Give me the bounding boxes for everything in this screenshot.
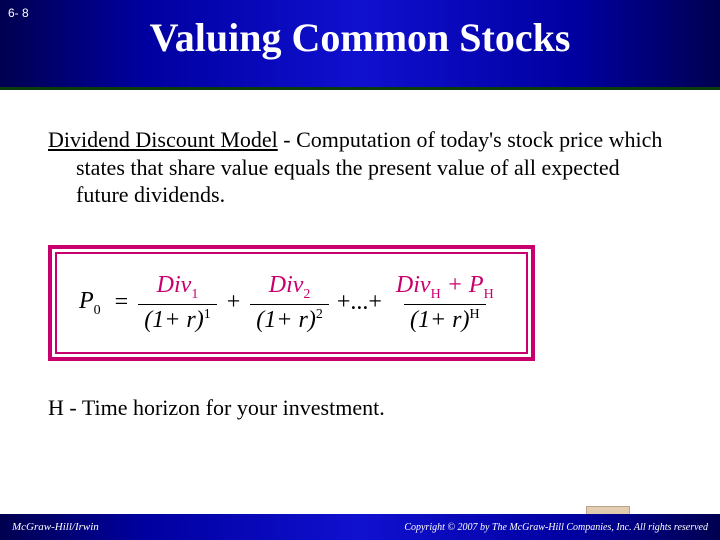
- lhs-var: P: [79, 288, 94, 314]
- formula-lhs: P0: [79, 288, 101, 319]
- term-h: DivH + PH (1+ r)H: [390, 272, 500, 335]
- th-num-a: Div: [396, 272, 431, 298]
- t1-den-sup: 1: [204, 307, 211, 322]
- term-1: Div1 (1+ r)1: [138, 272, 217, 335]
- slide-body: Dividend Discount Model - Computation of…: [0, 90, 720, 431]
- term-2: Div2 (1+ r)2: [250, 272, 329, 335]
- publisher: McGraw-Hill/Irwin: [12, 521, 99, 533]
- term-h-den: (1+ r)H: [404, 304, 486, 334]
- h-explanation: H - Time horizon for your investment.: [48, 395, 672, 421]
- t1-den-base: (1+ r): [144, 307, 204, 333]
- th-num-a-sub: H: [431, 286, 441, 301]
- th-num-b: P: [469, 272, 484, 298]
- term-1-den: (1+ r)1: [138, 304, 217, 334]
- slide-header: 6- 8 Valuing Common Stocks: [0, 0, 720, 90]
- definition-paragraph: Dividend Discount Model - Computation of…: [48, 126, 672, 209]
- plus-1: +: [227, 289, 241, 316]
- slide-title: Valuing Common Stocks: [0, 14, 720, 61]
- term-2-num: Div2: [263, 272, 317, 305]
- equals-sign: =: [115, 289, 129, 316]
- formula: P0 = Div1 (1+ r)1 + Div2 (1+ r)2: [55, 252, 528, 355]
- term-2-den: (1+ r)2: [250, 304, 329, 334]
- slide-footer: McGraw-Hill/Irwin Copyright © 2007 by Th…: [0, 514, 720, 540]
- th-plus: +: [441, 272, 469, 298]
- formula-box: P0 = Div1 (1+ r)1 + Div2 (1+ r)2: [48, 245, 535, 362]
- ellipsis: +...+: [337, 289, 382, 316]
- t1-num-sub: 1: [191, 286, 198, 301]
- th-den-sup: H: [470, 307, 480, 322]
- th-num-b-sub: H: [484, 286, 494, 301]
- term-1-num: Div1: [151, 272, 205, 305]
- t2-num-var: Div: [269, 272, 304, 298]
- lhs-sub: 0: [94, 302, 101, 317]
- term: Dividend Discount Model: [48, 127, 278, 152]
- t2-num-sub: 2: [303, 286, 310, 301]
- copyright: Copyright © 2007 by The McGraw-Hill Comp…: [404, 522, 708, 533]
- th-den-base: (1+ r): [410, 307, 470, 333]
- t2-den-sup: 2: [316, 307, 323, 322]
- term-h-num: DivH + PH: [390, 272, 500, 305]
- t2-den-base: (1+ r): [256, 307, 316, 333]
- t1-num-var: Div: [157, 272, 192, 298]
